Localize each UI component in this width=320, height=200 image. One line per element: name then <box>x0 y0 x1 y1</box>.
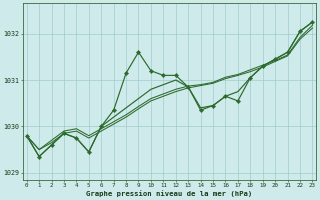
X-axis label: Graphe pression niveau de la mer (hPa): Graphe pression niveau de la mer (hPa) <box>86 190 253 197</box>
